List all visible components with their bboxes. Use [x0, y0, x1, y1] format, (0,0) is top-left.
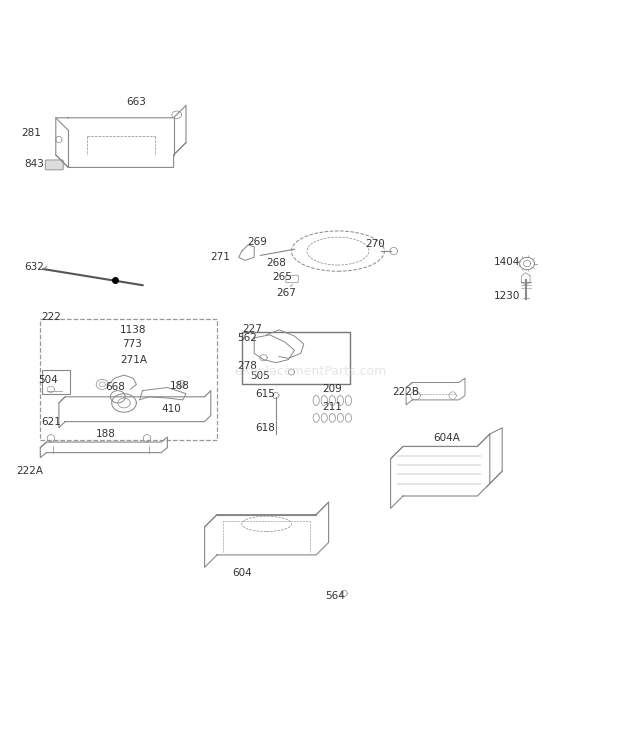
Text: 632: 632 — [24, 262, 44, 272]
Text: 843: 843 — [24, 159, 44, 170]
Text: 209: 209 — [322, 384, 342, 394]
Text: 618: 618 — [255, 423, 275, 433]
Text: 505: 505 — [250, 371, 270, 382]
Text: 188: 188 — [170, 381, 190, 391]
Text: 410: 410 — [162, 404, 182, 414]
Text: 1230: 1230 — [494, 292, 520, 301]
Text: 278: 278 — [237, 361, 257, 371]
Text: 504: 504 — [38, 375, 58, 385]
Text: 268: 268 — [266, 258, 286, 269]
Text: 211: 211 — [322, 403, 342, 412]
Text: 668: 668 — [105, 382, 125, 393]
Text: 270: 270 — [365, 240, 385, 249]
Text: eReplacementParts.com: eReplacementParts.com — [234, 365, 386, 379]
Text: 663: 663 — [126, 97, 146, 107]
Text: 281: 281 — [21, 128, 41, 138]
Text: 271A: 271A — [120, 355, 147, 365]
Text: 265: 265 — [272, 272, 292, 282]
Text: 615: 615 — [255, 388, 275, 399]
Text: 222B: 222B — [392, 387, 420, 397]
Text: 267: 267 — [277, 288, 296, 298]
Text: 564: 564 — [325, 591, 345, 601]
FancyBboxPatch shape — [45, 160, 63, 170]
Text: 773: 773 — [122, 339, 142, 349]
Text: 271: 271 — [210, 252, 230, 263]
Text: 1404: 1404 — [494, 257, 520, 266]
Text: 1138: 1138 — [120, 325, 146, 335]
Text: 269: 269 — [247, 237, 267, 247]
Text: 604: 604 — [232, 568, 252, 579]
Text: 562: 562 — [237, 333, 257, 343]
Text: 621: 621 — [41, 417, 61, 426]
Text: 227: 227 — [242, 324, 262, 333]
Text: 604A: 604A — [433, 433, 460, 443]
Text: 222: 222 — [42, 312, 61, 322]
Text: 188: 188 — [95, 429, 115, 439]
Text: 222A: 222A — [16, 466, 43, 476]
